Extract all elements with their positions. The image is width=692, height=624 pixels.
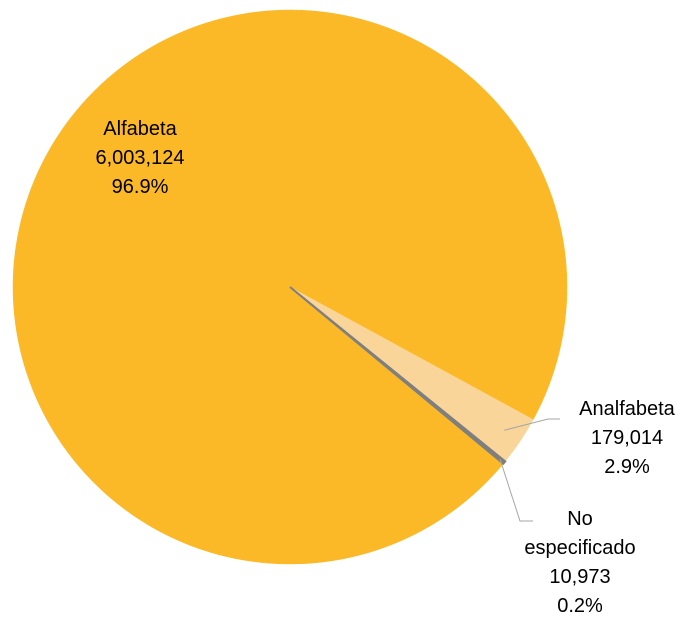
label-line: Alfabeta — [103, 118, 177, 140]
data-label: No especificado 10,973 0.2% — [500, 505, 660, 621]
label-line: 0.2% — [557, 595, 603, 617]
label-line: 6,003,124 — [95, 147, 185, 169]
label-line: 2.9% — [604, 456, 650, 478]
data-label: Alfabeta 6,003,124 96.9% — [60, 115, 220, 202]
label-line: 96.9% — [111, 176, 169, 198]
label-line: Analfabeta — [579, 398, 675, 420]
data-label: Analfabeta 179,014 2.9% — [547, 395, 692, 482]
label-line: No especificado — [524, 508, 636, 559]
leader-line — [503, 418, 560, 431]
leader-line — [499, 458, 533, 522]
pie-slice — [289, 286, 507, 466]
label-line: 179,014 — [590, 427, 664, 449]
label-line: 10,973 — [549, 566, 611, 588]
